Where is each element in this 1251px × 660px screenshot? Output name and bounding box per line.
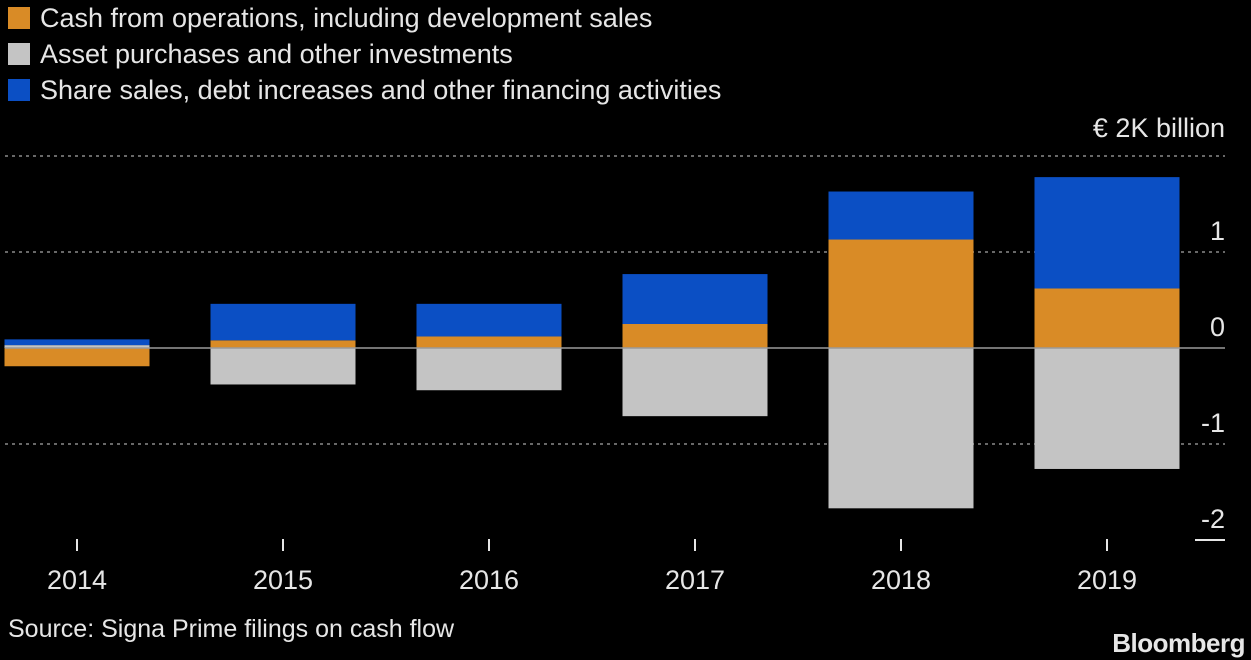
bar-2017-series-1 — [622, 348, 768, 417]
legend-item: Asset purchases and other investments — [8, 36, 721, 72]
bar-2016-series-0 — [416, 336, 562, 348]
bar-2014-series-0 — [4, 348, 150, 367]
legend-item: Cash from operations, including developm… — [8, 0, 721, 36]
bar-2015-series-2 — [210, 303, 356, 341]
legend-swatch — [8, 79, 30, 101]
legend-swatch — [8, 7, 30, 29]
bar-2015-series-0 — [210, 340, 356, 348]
legend-label: Share sales, debt increases and other fi… — [40, 74, 722, 105]
chart-legend: Cash from operations, including developm… — [8, 0, 721, 108]
bar-2014-series-2 — [4, 339, 150, 346]
y-tick-label: 1 — [1210, 216, 1225, 246]
legend-item: Share sales, debt increases and other fi… — [8, 72, 721, 108]
legend-swatch — [8, 43, 30, 65]
bar-2016-series-1 — [416, 348, 562, 391]
bar-2019-series-0 — [1034, 288, 1180, 348]
bar-2018-series-1 — [828, 348, 974, 509]
x-tick-label: 2018 — [871, 565, 931, 595]
bar-2019-series-1 — [1034, 348, 1180, 469]
bar-2014-series-1 — [4, 345, 150, 348]
source-note: Source: Signa Prime filings on cash flow — [8, 615, 455, 643]
x-tick-label: 2016 — [459, 565, 519, 595]
y-unit-label: € 2K billion — [1093, 113, 1225, 143]
bar-2015-series-1 — [210, 348, 356, 385]
bar-2017-series-0 — [622, 324, 768, 348]
x-tick-label: 2015 — [253, 565, 313, 595]
legend-label: Asset purchases and other investments — [40, 38, 513, 69]
y-tick-label: -2 — [1201, 504, 1225, 534]
x-tick-label: 2019 — [1077, 565, 1137, 595]
bar-2019-series-2 — [1034, 177, 1180, 289]
bar-2018-series-0 — [828, 239, 974, 348]
bloomberg-logo: Bloomberg — [1112, 628, 1245, 658]
bar-2016-series-2 — [416, 303, 562, 337]
bar-2018-series-2 — [828, 191, 974, 240]
y-tick-label: -1 — [1201, 408, 1225, 438]
bar-2017-series-2 — [622, 274, 768, 324]
x-tick-label: 2017 — [665, 565, 725, 595]
legend-label: Cash from operations, including developm… — [40, 2, 653, 33]
y-tick-label: 0 — [1210, 312, 1225, 342]
x-tick-label: 2014 — [47, 565, 107, 595]
